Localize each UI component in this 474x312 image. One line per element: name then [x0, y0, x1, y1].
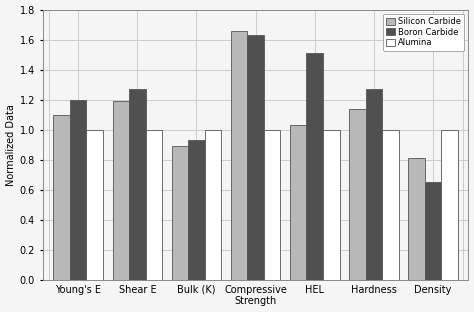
Bar [70, 100, 86, 280]
Bar [86, 130, 103, 280]
Bar [264, 130, 281, 280]
Bar [129, 89, 146, 280]
Bar [188, 140, 205, 280]
Bar [247, 35, 264, 280]
Bar [172, 146, 188, 280]
Bar [408, 158, 425, 280]
Bar [290, 125, 306, 280]
Y-axis label: Normalized Data: Normalized Data [6, 104, 16, 186]
Bar [365, 89, 382, 280]
Bar [112, 101, 129, 280]
Bar [54, 115, 70, 280]
Bar [441, 130, 458, 280]
Legend: Silicon Carbide, Boron Carbide, Alumina: Silicon Carbide, Boron Carbide, Alumina [383, 14, 464, 51]
Bar [306, 53, 323, 280]
Bar [425, 182, 441, 280]
Bar [349, 109, 365, 280]
Bar [205, 130, 221, 280]
Bar [323, 130, 339, 280]
Bar [382, 130, 399, 280]
Bar [146, 130, 162, 280]
Bar [231, 31, 247, 280]
